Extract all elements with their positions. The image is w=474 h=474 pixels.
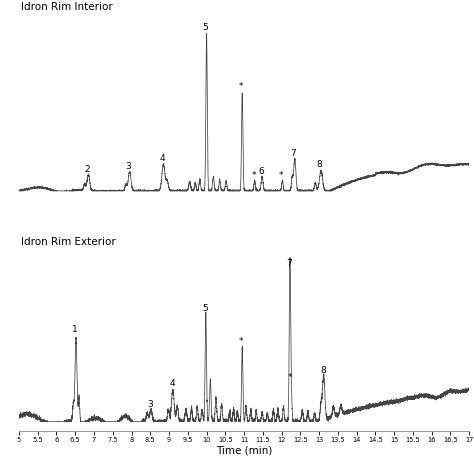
Text: *: *	[279, 171, 283, 180]
Text: 8: 8	[316, 160, 322, 169]
Text: *: *	[288, 373, 292, 382]
Text: *: *	[239, 337, 243, 346]
Text: 6: 6	[258, 167, 264, 176]
Text: 5: 5	[202, 304, 208, 313]
Text: 8: 8	[320, 366, 326, 375]
Text: 1: 1	[73, 325, 78, 334]
Text: *: *	[239, 82, 243, 91]
Text: 5: 5	[202, 23, 209, 32]
Text: ldron Rim Interior: ldron Rim Interior	[21, 2, 113, 12]
Text: 7: 7	[290, 149, 296, 158]
Text: 4: 4	[169, 380, 175, 389]
Text: 3: 3	[147, 400, 153, 409]
Text: 2: 2	[84, 165, 90, 174]
X-axis label: Time (min): Time (min)	[216, 446, 272, 456]
Text: 3: 3	[126, 162, 131, 171]
Text: 4: 4	[159, 154, 165, 163]
Text: *: *	[251, 171, 256, 180]
Text: ldron Rim Exterior: ldron Rim Exterior	[21, 237, 116, 246]
Text: 7: 7	[286, 259, 292, 268]
